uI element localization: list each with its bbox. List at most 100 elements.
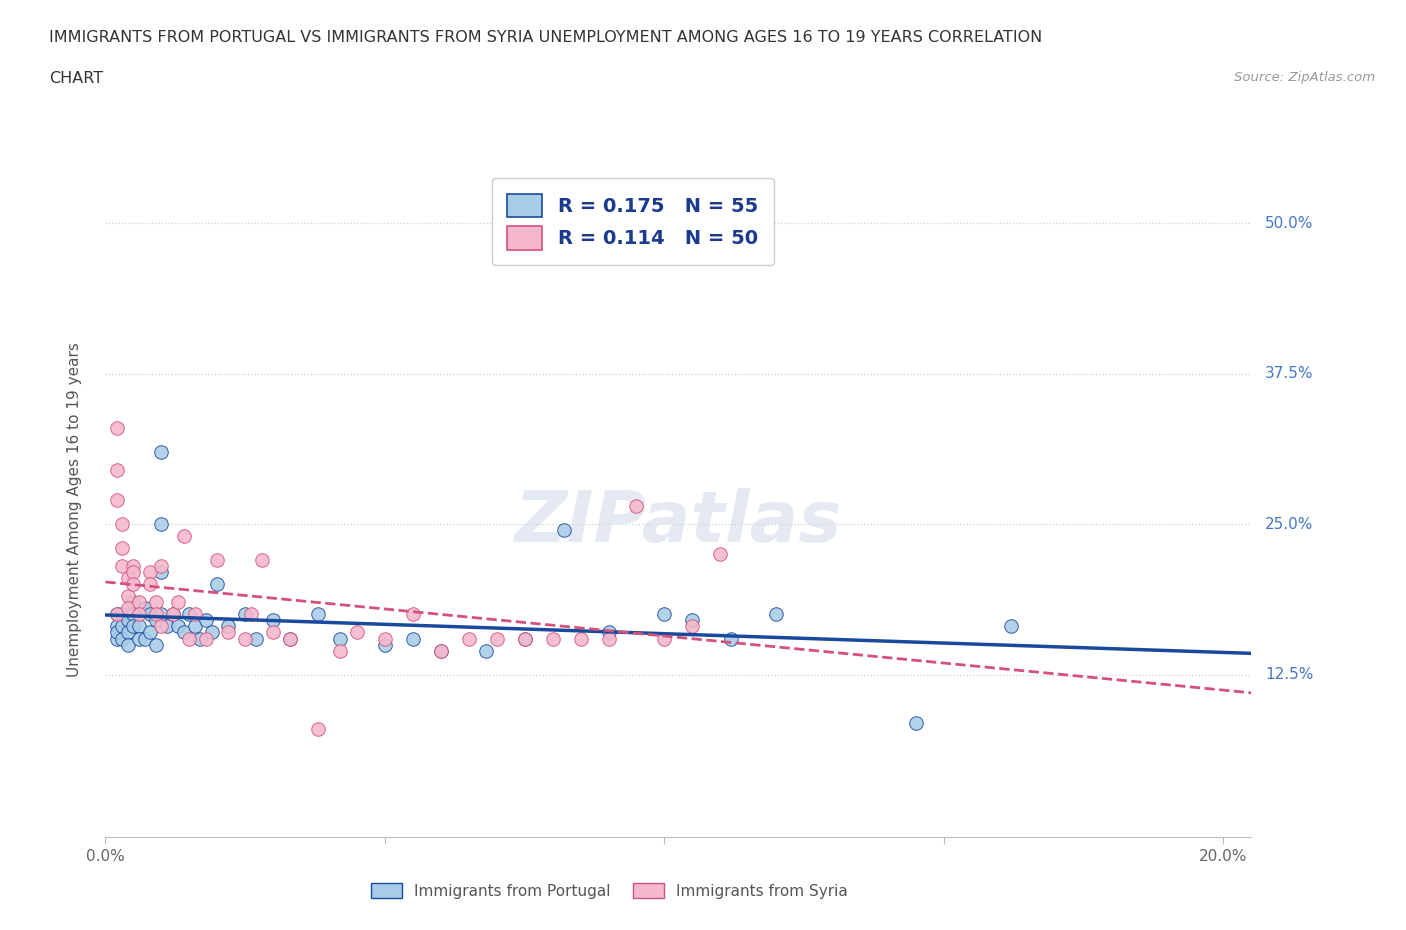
Immigrants from Syria: [626, 498, 648, 513]
Immigrants from Portugal: [402, 631, 425, 646]
Immigrants from Syria: [513, 631, 536, 646]
Immigrants from Portugal: [513, 631, 536, 646]
Immigrants from Portugal: [105, 607, 128, 622]
Immigrants from Syria: [374, 631, 396, 646]
Immigrants from Syria: [111, 517, 134, 532]
Immigrants from Portugal: [139, 625, 162, 640]
Text: 12.5%: 12.5%: [1265, 667, 1313, 682]
Immigrants from Portugal: [329, 631, 352, 646]
Text: 50.0%: 50.0%: [1265, 216, 1313, 231]
Immigrants from Syria: [179, 631, 201, 646]
Immigrants from Portugal: [430, 643, 453, 658]
Immigrants from Portugal: [117, 625, 139, 640]
Immigrants from Portugal: [474, 643, 496, 658]
Text: IMMIGRANTS FROM PORTUGAL VS IMMIGRANTS FROM SYRIA UNEMPLOYMENT AMONG AGES 16 TO : IMMIGRANTS FROM PORTUGAL VS IMMIGRANTS F…: [49, 30, 1042, 45]
Immigrants from Syria: [122, 559, 145, 574]
Immigrants from Portugal: [553, 523, 575, 538]
Immigrants from Syria: [709, 547, 731, 562]
Immigrants from Syria: [598, 631, 620, 646]
Immigrants from Portugal: [150, 607, 173, 622]
Immigrants from Portugal: [111, 607, 134, 622]
Immigrants from Portugal: [162, 607, 184, 622]
Immigrants from Syria: [145, 607, 167, 622]
Immigrants from Syria: [139, 565, 162, 579]
Immigrants from Portugal: [105, 631, 128, 646]
Text: ZIPatlas: ZIPatlas: [515, 488, 842, 557]
Immigrants from Syria: [150, 559, 173, 574]
Immigrants from Syria: [217, 625, 239, 640]
Immigrants from Portugal: [307, 607, 329, 622]
Immigrants from Portugal: [278, 631, 301, 646]
Immigrants from Portugal: [117, 613, 139, 628]
Immigrants from Syria: [162, 607, 184, 622]
Immigrants from Syria: [239, 607, 262, 622]
Immigrants from Portugal: [374, 637, 396, 652]
Immigrants from Portugal: [904, 715, 927, 730]
Immigrants from Portugal: [598, 625, 620, 640]
Immigrants from Syria: [184, 607, 207, 622]
Immigrants from Portugal: [245, 631, 267, 646]
Text: 37.5%: 37.5%: [1265, 366, 1313, 381]
Immigrants from Syria: [250, 552, 273, 567]
Immigrants from Syria: [145, 595, 167, 610]
Immigrants from Syria: [117, 589, 139, 604]
Immigrants from Syria: [105, 420, 128, 435]
Immigrants from Portugal: [145, 613, 167, 628]
Immigrants from Portugal: [681, 613, 703, 628]
Immigrants from Portugal: [765, 607, 787, 622]
Immigrants from Syria: [117, 571, 139, 586]
Immigrants from Portugal: [262, 613, 284, 628]
Immigrants from Syria: [485, 631, 508, 646]
Immigrants from Portugal: [122, 607, 145, 622]
Immigrants from Portugal: [207, 577, 229, 591]
Y-axis label: Unemployment Among Ages 16 to 19 years: Unemployment Among Ages 16 to 19 years: [67, 341, 82, 677]
Immigrants from Syria: [105, 462, 128, 477]
Immigrants from Portugal: [128, 619, 150, 634]
Immigrants from Syria: [681, 619, 703, 634]
Immigrants from Portugal: [184, 619, 207, 634]
Immigrants from Portugal: [217, 619, 239, 634]
Immigrants from Syria: [569, 631, 592, 646]
Immigrants from Syria: [402, 607, 425, 622]
Immigrants from Portugal: [150, 565, 173, 579]
Immigrants from Portugal: [1000, 619, 1022, 634]
Text: Source: ZipAtlas.com: Source: ZipAtlas.com: [1234, 71, 1375, 84]
Immigrants from Portugal: [139, 607, 162, 622]
Immigrants from Portugal: [156, 619, 179, 634]
Immigrants from Syria: [122, 565, 145, 579]
Immigrants from Syria: [329, 643, 352, 658]
Immigrants from Syria: [117, 601, 139, 616]
Immigrants from Syria: [346, 625, 368, 640]
Immigrants from Syria: [541, 631, 564, 646]
Immigrants from Syria: [278, 631, 301, 646]
Immigrants from Syria: [457, 631, 479, 646]
Immigrants from Portugal: [654, 607, 676, 622]
Immigrants from Portugal: [195, 613, 218, 628]
Immigrants from Portugal: [111, 631, 134, 646]
Legend: Immigrants from Portugal, Immigrants from Syria: Immigrants from Portugal, Immigrants fro…: [366, 877, 853, 905]
Immigrants from Portugal: [128, 631, 150, 646]
Immigrants from Syria: [150, 619, 173, 634]
Immigrants from Portugal: [117, 637, 139, 652]
Immigrants from Syria: [233, 631, 256, 646]
Immigrants from Portugal: [150, 517, 173, 532]
Immigrants from Portugal: [179, 607, 201, 622]
Immigrants from Syria: [173, 529, 195, 544]
Immigrants from Portugal: [122, 595, 145, 610]
Immigrants from Portugal: [134, 601, 156, 616]
Immigrants from Portugal: [145, 637, 167, 652]
Immigrants from Syria: [105, 607, 128, 622]
Immigrants from Portugal: [150, 445, 173, 459]
Immigrants from Portugal: [233, 607, 256, 622]
Immigrants from Syria: [111, 541, 134, 556]
Immigrants from Portugal: [201, 625, 224, 640]
Immigrants from Syria: [105, 493, 128, 508]
Immigrants from Portugal: [190, 631, 212, 646]
Immigrants from Syria: [654, 631, 676, 646]
Immigrants from Syria: [128, 607, 150, 622]
Immigrants from Portugal: [167, 619, 190, 634]
Immigrants from Syria: [207, 552, 229, 567]
Immigrants from Syria: [128, 595, 150, 610]
Immigrants from Portugal: [134, 631, 156, 646]
Immigrants from Syria: [139, 577, 162, 591]
